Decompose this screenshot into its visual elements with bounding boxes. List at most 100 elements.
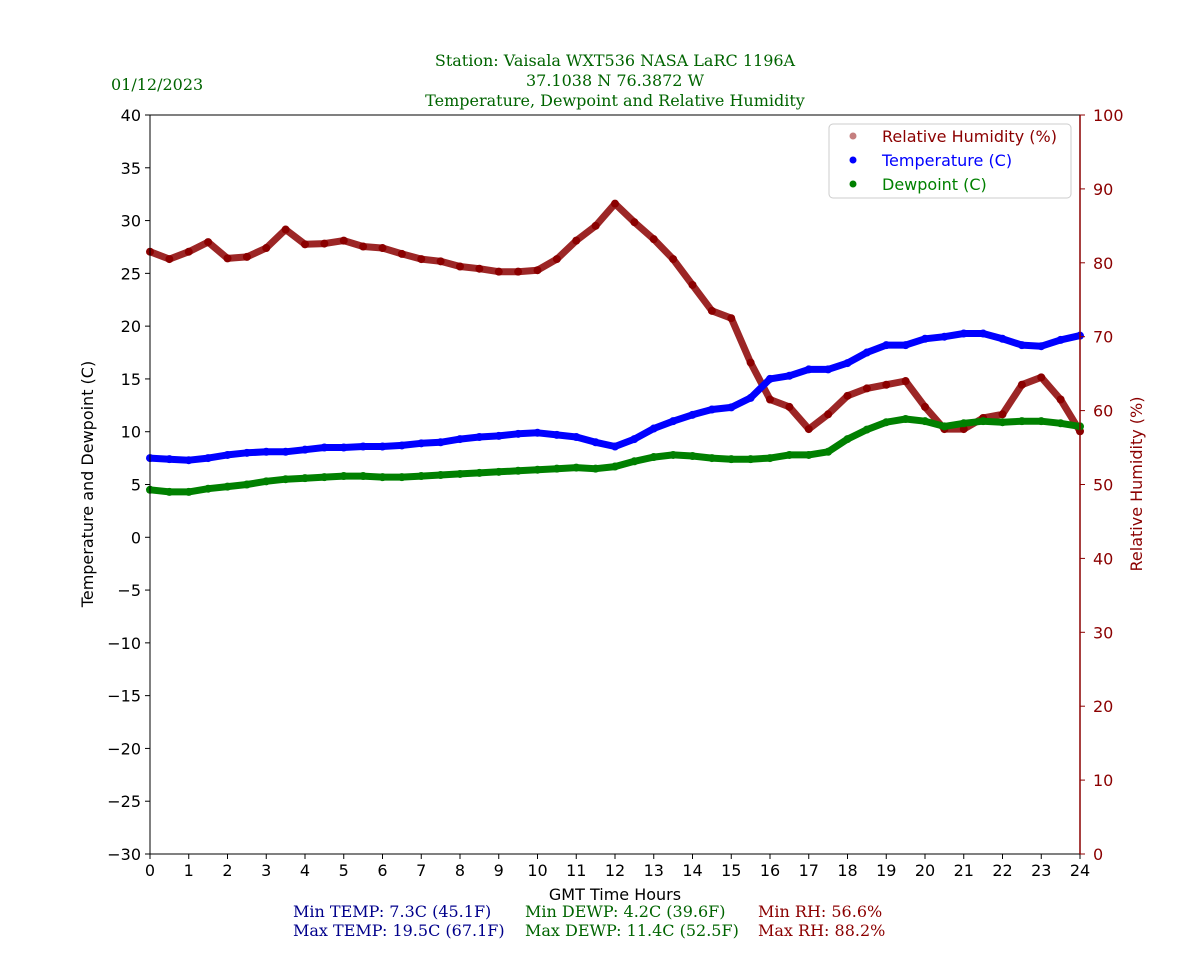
data-point-temperature bbox=[882, 341, 891, 350]
series-rh bbox=[146, 199, 1084, 436]
y-tick-label: 20 bbox=[121, 317, 141, 336]
y-tick-label: 35 bbox=[121, 159, 141, 178]
data-point-dewpoint bbox=[533, 465, 542, 474]
data-point-temperature bbox=[785, 371, 794, 380]
data-point-temperature bbox=[436, 438, 445, 447]
data-point-rh bbox=[1037, 373, 1046, 382]
x-tick-label: 18 bbox=[837, 861, 857, 880]
data-point-dewpoint bbox=[979, 417, 988, 426]
data-point-rh bbox=[998, 410, 1007, 419]
x-tick-label: 3 bbox=[261, 861, 271, 880]
data-point-temperature bbox=[979, 329, 988, 338]
data-point-temperature bbox=[533, 428, 542, 437]
data-point-dewpoint bbox=[184, 487, 193, 496]
y-tick-label: 10 bbox=[121, 423, 141, 442]
data-point-temperature bbox=[824, 365, 833, 374]
data-point-rh bbox=[901, 377, 910, 386]
stat-max-temp: Max TEMP: 19.5C (67.1F) bbox=[293, 921, 505, 940]
y2-tick-label: 100 bbox=[1093, 106, 1124, 125]
data-point-rh bbox=[359, 242, 368, 251]
data-point-dewpoint bbox=[552, 464, 561, 473]
data-point-rh bbox=[1056, 395, 1065, 404]
data-point-temperature bbox=[456, 435, 464, 444]
data-point-dewpoint bbox=[339, 472, 348, 481]
data-point-rh bbox=[165, 255, 174, 264]
stat-max-dewp: Max DEWP: 11.4C (52.5F) bbox=[525, 921, 739, 940]
legend: Relative Humidity (%) Temperature (C) De… bbox=[828, 123, 1072, 199]
data-point-dewpoint bbox=[320, 473, 329, 482]
data-point-rh bbox=[378, 244, 387, 253]
x-tick-label: 23 bbox=[1031, 861, 1051, 880]
data-point-rh bbox=[184, 247, 193, 256]
data-point-rh bbox=[552, 255, 561, 264]
legend-marker-temp bbox=[849, 156, 857, 164]
y-tick-label: 40 bbox=[121, 106, 141, 125]
data-point-dewpoint bbox=[417, 472, 426, 481]
data-point-temperature bbox=[475, 432, 484, 441]
data-point-rh bbox=[204, 238, 213, 247]
data-point-rh bbox=[533, 266, 542, 275]
data-point-temperature bbox=[901, 341, 910, 350]
date-label: 01/12/2023 bbox=[111, 75, 203, 94]
data-point-rh bbox=[320, 239, 329, 248]
x-tick-label: 17 bbox=[799, 861, 819, 880]
data-point-dewpoint bbox=[727, 455, 736, 464]
data-point-rh bbox=[707, 306, 716, 315]
x-tick-label: 11 bbox=[566, 861, 586, 880]
data-point-rh bbox=[688, 280, 697, 289]
y-tick-label: −30 bbox=[107, 845, 141, 864]
x-tick-label: 16 bbox=[760, 861, 780, 880]
data-point-temperature bbox=[1017, 341, 1026, 350]
plot-frame bbox=[149, 114, 1081, 855]
data-point-dewpoint bbox=[921, 417, 929, 426]
data-point-rh bbox=[746, 358, 755, 367]
y2-tick-label: 90 bbox=[1093, 180, 1113, 199]
x-tick-label: 1 bbox=[184, 861, 194, 880]
data-point-rh bbox=[456, 262, 464, 271]
x-tick-label: 0 bbox=[145, 861, 155, 880]
data-point-temperature bbox=[1037, 342, 1046, 351]
data-point-temperature bbox=[552, 430, 561, 439]
data-point-rh bbox=[630, 218, 639, 227]
x-tick-label: 24 bbox=[1070, 861, 1090, 880]
y-tick-label: −10 bbox=[107, 634, 141, 653]
x-axis-label: GMT Time Hours bbox=[549, 885, 681, 904]
data-point-temperature bbox=[572, 432, 581, 441]
y2-tick-label: 70 bbox=[1093, 328, 1113, 347]
x-tick-label: 7 bbox=[416, 861, 426, 880]
series-line-temperature bbox=[146, 330, 1084, 464]
data-point-rh bbox=[262, 244, 271, 253]
y2-tick-label: 30 bbox=[1093, 623, 1113, 642]
data-point-dewpoint bbox=[301, 474, 309, 483]
data-point-dewpoint bbox=[456, 469, 464, 478]
data-point-rh bbox=[301, 240, 309, 249]
data-point-rh bbox=[514, 267, 523, 276]
data-point-temperature bbox=[611, 442, 619, 451]
y-tick-label: 0 bbox=[131, 528, 141, 547]
data-point-dewpoint bbox=[882, 418, 891, 427]
data-point-dewpoint bbox=[494, 467, 503, 476]
x-tick-label: 19 bbox=[876, 861, 896, 880]
data-point-rh bbox=[397, 249, 406, 258]
data-point-dewpoint bbox=[397, 473, 406, 482]
data-point-temperature bbox=[688, 410, 697, 419]
data-point-rh bbox=[611, 199, 619, 208]
y2-tick-label: 80 bbox=[1093, 254, 1113, 273]
data-point-rh bbox=[591, 221, 600, 230]
data-point-dewpoint bbox=[611, 462, 619, 471]
legend-label-rh: Relative Humidity (%) bbox=[882, 127, 1057, 146]
y-tick-label: 30 bbox=[121, 212, 141, 231]
data-point-dewpoint bbox=[669, 450, 678, 459]
y-tick-label: −5 bbox=[117, 581, 141, 600]
title-line-2: 37.1038 N 76.3872 W bbox=[526, 71, 705, 90]
data-point-temperature bbox=[727, 403, 736, 412]
y-tick-label: −25 bbox=[107, 792, 141, 811]
data-point-dewpoint bbox=[204, 484, 213, 493]
data-point-temperature bbox=[242, 448, 251, 457]
data-point-temperature bbox=[494, 431, 503, 440]
title-line-3: Temperature, Dewpoint and Relative Humid… bbox=[425, 91, 805, 110]
data-point-temperature bbox=[184, 456, 193, 465]
y-tick-label: 25 bbox=[121, 264, 141, 283]
legend-marker-dewp bbox=[849, 180, 857, 188]
data-point-temperature bbox=[397, 441, 406, 450]
